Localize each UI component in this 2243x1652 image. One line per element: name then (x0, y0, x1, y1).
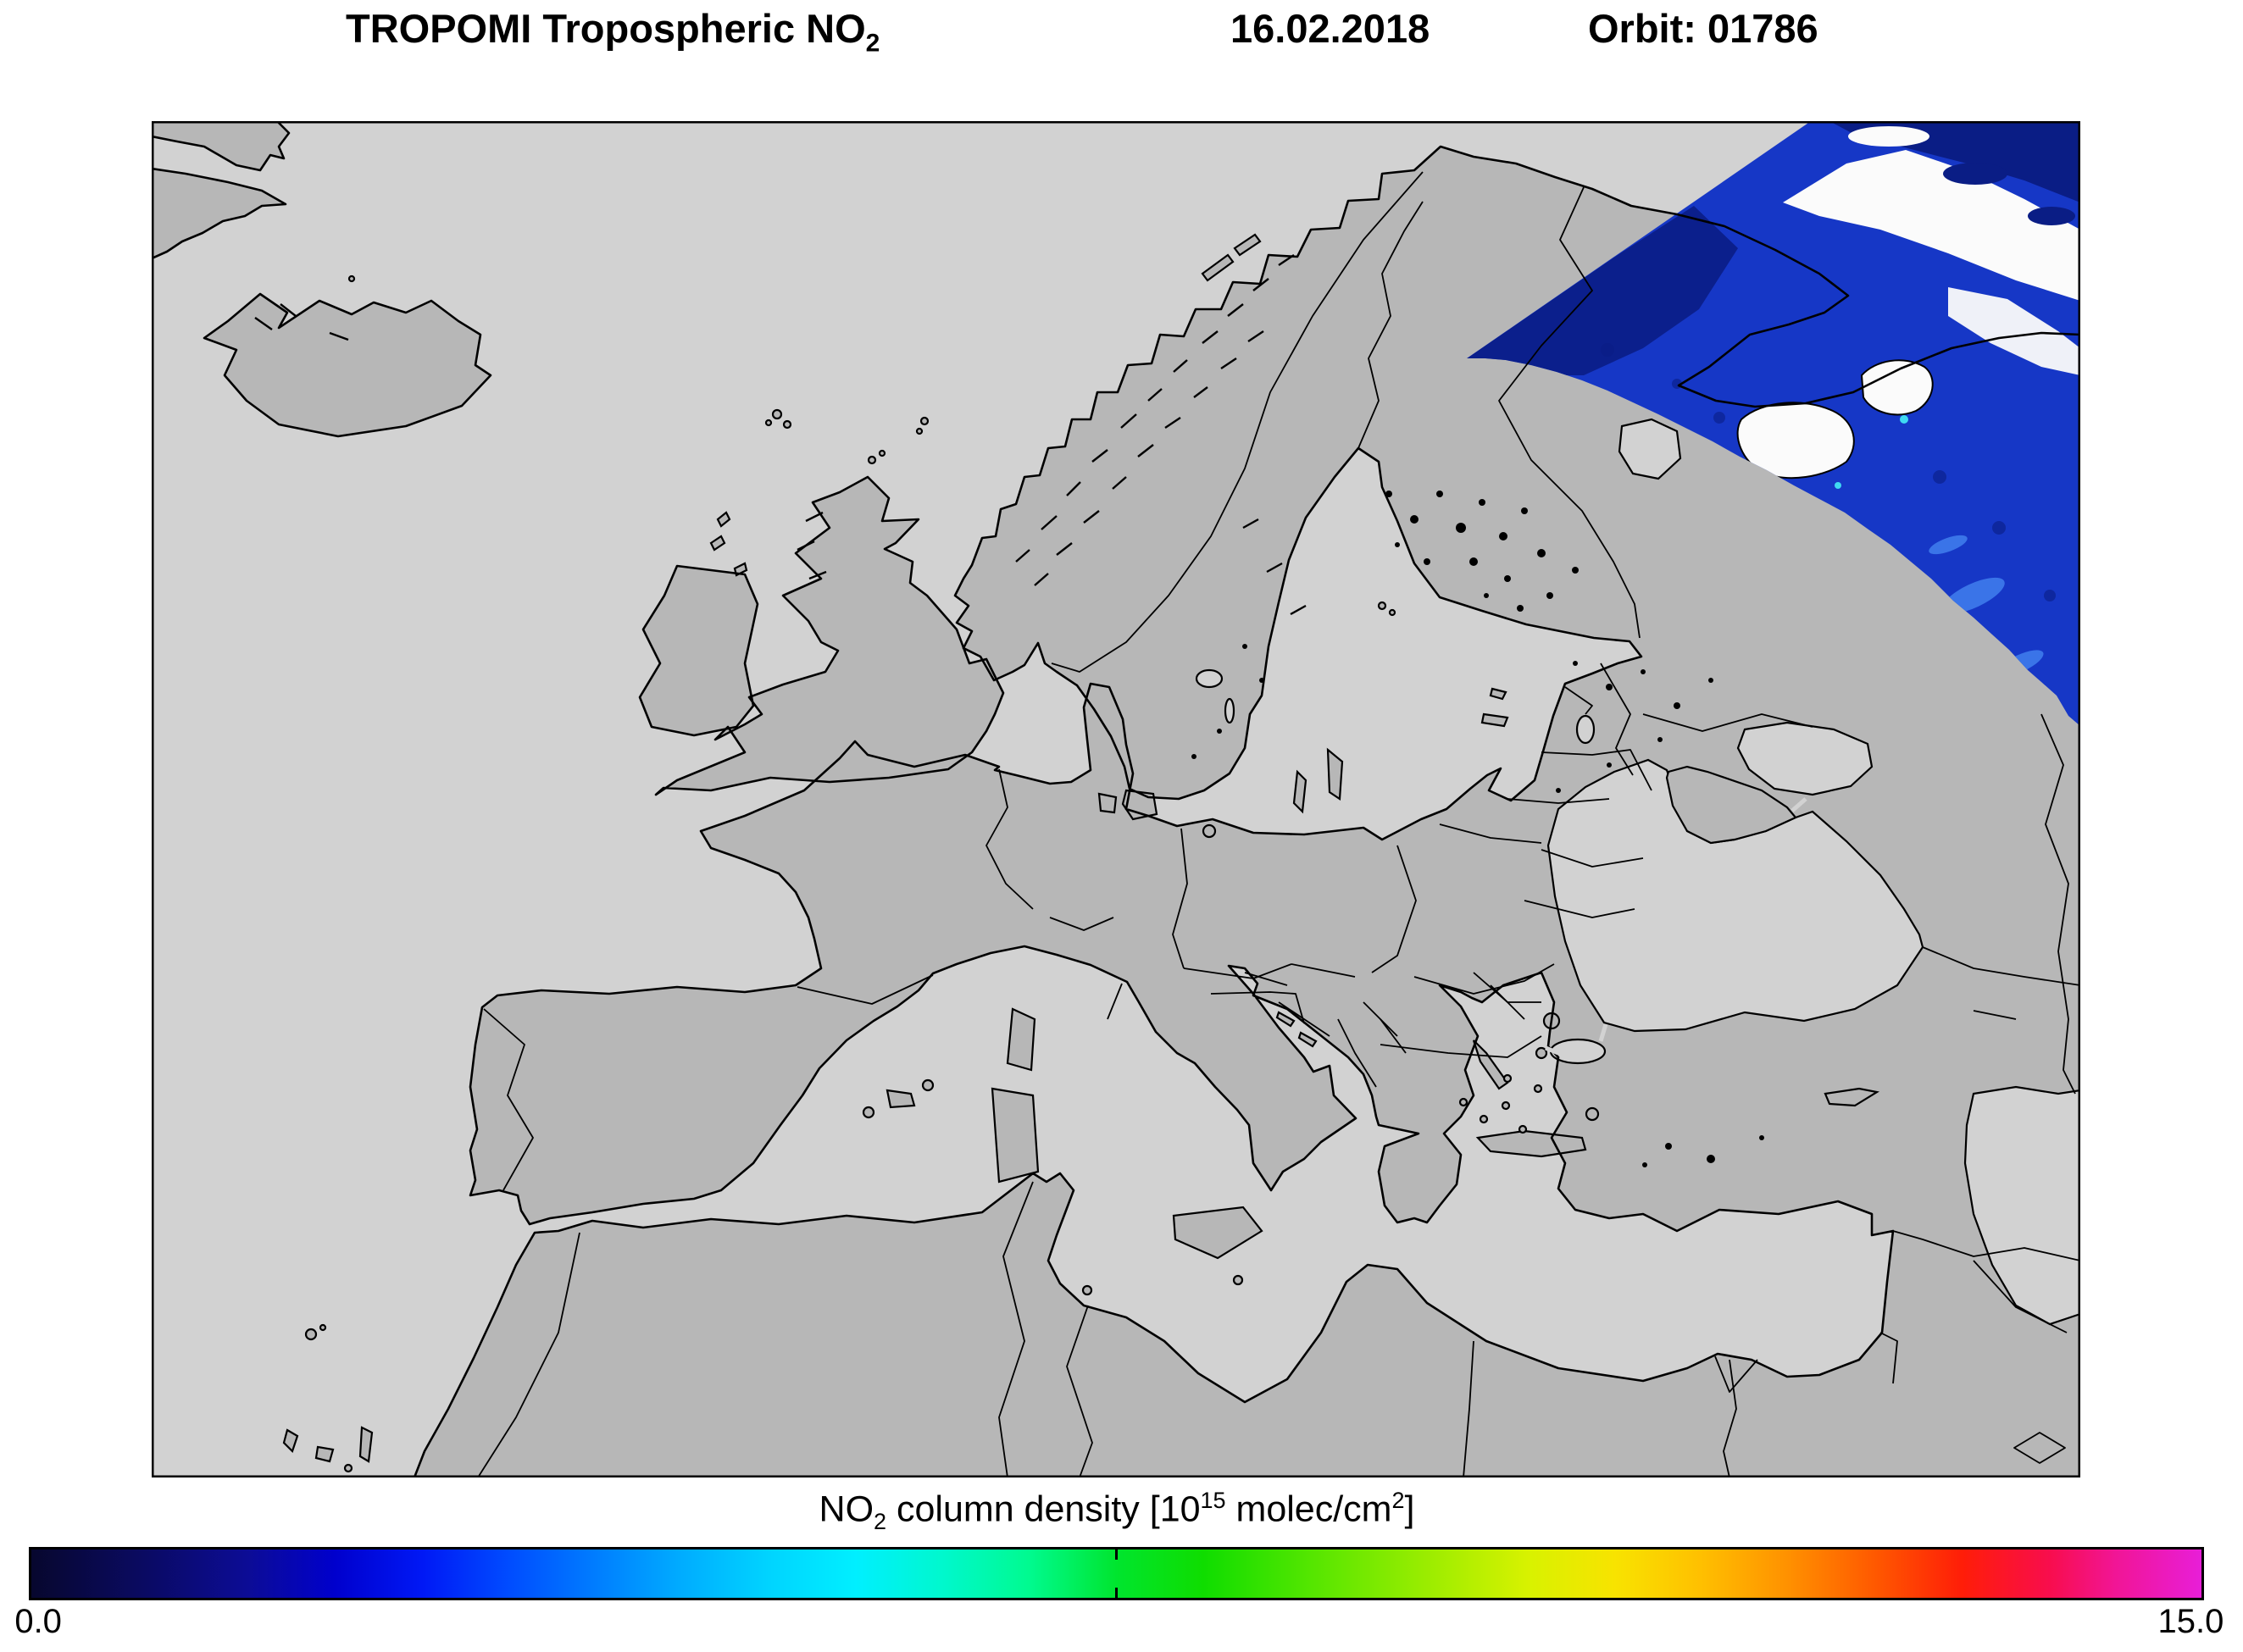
lake-peipus (1575, 714, 1596, 745)
title-subscript: 2 (865, 29, 880, 58)
border-finland-russia (1498, 186, 1641, 639)
swath-dark-region (1467, 206, 1738, 375)
island-cyprus (1824, 1087, 1879, 1107)
terrain-texture (254, 254, 1764, 1167)
border-norway-sweden (1051, 171, 1424, 673)
border-france-spain (797, 974, 934, 1005)
island-menorca (921, 1078, 935, 1092)
border-tunisia-libya (1066, 1305, 1093, 1478)
island-djerba (1081, 1284, 1093, 1296)
scotland-marks (797, 511, 827, 580)
colorbar-mid-tick-top (1115, 1549, 1118, 1560)
border-germany-poland (1172, 828, 1188, 969)
island-hiiumaa (1489, 687, 1507, 701)
border-danube (1380, 1035, 1542, 1058)
faroe-islands (771, 408, 783, 420)
island-saaremaa (1480, 712, 1509, 728)
colorbar-mid-tick-bottom (1115, 1588, 1118, 1598)
border-algeria-tunisia (998, 1181, 1034, 1478)
border-libya-egypt (1463, 1340, 1474, 1478)
island-mallorca (886, 1089, 916, 1109)
island-sicily (1172, 1206, 1263, 1260)
river-volga (2040, 713, 2076, 1095)
border-portugal-spain (483, 1008, 534, 1191)
russia-lake-specks (1556, 661, 1713, 793)
swath-light-streaks (1942, 577, 2005, 614)
iceland-marks (254, 303, 349, 341)
lake-ladoga (1618, 418, 1682, 480)
lake-vanern (1195, 668, 1224, 689)
europe-map (150, 119, 2082, 1479)
border-caucasus (1922, 946, 2081, 986)
country-borders (477, 171, 2081, 1478)
border-jordan-diamond (2013, 1432, 2066, 1464)
strait-kerch (1791, 797, 1807, 812)
lofoten (1201, 253, 1235, 282)
canary-lanzarote (358, 1426, 374, 1463)
enclosed-seas (1195, 418, 2082, 1326)
colorbar-min-label: 0.0 (14, 1603, 62, 1640)
black-sea (1546, 758, 1924, 1033)
border-turkey-east (1892, 1230, 2081, 1261)
finland-lake-specks (1385, 491, 1579, 612)
border-sweden-finland (1357, 201, 1424, 449)
canary-grancanaria (314, 1445, 335, 1463)
map-panel (150, 119, 2082, 1479)
island-rhodes (1585, 1106, 1600, 1122)
swath-ice-patch (1948, 287, 2080, 375)
swath-cloud-band (1783, 150, 2080, 301)
page-title: TROPOMI Tropospheric NO2 (346, 6, 880, 58)
island-chios (1535, 1046, 1548, 1060)
adriatic-islets (1275, 1011, 1296, 1028)
border-ukraine-russia (1642, 713, 1813, 732)
island-ibiza (862, 1106, 875, 1119)
island-funen (1097, 792, 1118, 814)
river-dnieper (1600, 662, 1634, 776)
island-malta (1232, 1274, 1244, 1286)
island-madeira (304, 1328, 318, 1341)
colorbar-title: NO2 column density [1015 molec/cm2] (819, 1488, 1415, 1534)
sweden-lake-specks (1191, 644, 1264, 759)
island-bornholm (1202, 823, 1217, 839)
orkney (867, 455, 877, 465)
sea-of-azov (1736, 721, 1874, 796)
island-oland (1292, 769, 1307, 814)
crimea-peninsula (1665, 765, 1797, 845)
anatolia-lake-specks (1642, 1135, 1764, 1167)
aland (1377, 601, 1387, 611)
islands (282, 233, 1879, 1473)
border-morocco-algeria (477, 1232, 580, 1478)
norway-fjord-marks (1015, 254, 1307, 616)
map-frame (151, 120, 2081, 1478)
lake-vattern (1224, 697, 1235, 724)
shetland (919, 416, 930, 426)
swath-white-lake-onega (1860, 359, 1934, 416)
observation-date: 16.02.2018 (1230, 6, 1430, 51)
hebrides (716, 511, 731, 528)
island-sardinia (991, 1087, 1040, 1184)
orbit-number: Orbit: 01786 (1588, 6, 1818, 51)
canary-tenerife (282, 1428, 299, 1454)
island-grimsey (347, 274, 356, 283)
island-gotland (1326, 747, 1344, 801)
island-corsica (1006, 1007, 1036, 1072)
island-euboea (1472, 1039, 1509, 1090)
strait-bosporus (1598, 1023, 1608, 1042)
colorbar-max-label: 15.0 (2157, 1603, 2224, 1640)
border-low-countries (985, 768, 1034, 910)
river-nile (1723, 1359, 1737, 1478)
strait-dardanelles (1545, 1045, 1559, 1056)
